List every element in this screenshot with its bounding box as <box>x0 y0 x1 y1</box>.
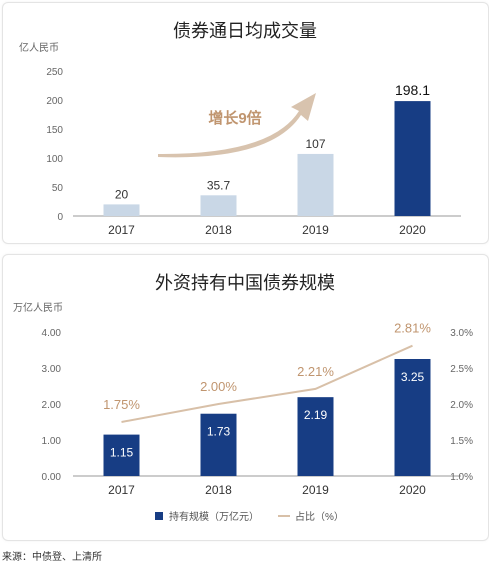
legend-label-share: 占比（%） <box>295 510 344 523</box>
chart-title: 外资持有中国债券规模 <box>155 273 335 293</box>
y-tick-label-right: 1.5% <box>450 436 473 447</box>
x-tick-label: 2017 <box>108 223 135 237</box>
growth-label: 增长9倍 <box>208 109 261 127</box>
bar-2017 <box>103 434 140 476</box>
y-axis-unit-label: 亿人民币 <box>19 41 59 54</box>
foreign-holdings-chart: 外资持有中国债券规模 万亿人民币 0.00 1.00 2.00 3.00 4.00 1.0… <box>13 273 474 523</box>
y-tick-label-left: 3.00 <box>42 364 62 375</box>
legend-swatch-holdings <box>155 512 163 520</box>
y-tick-label-right: 1.0% <box>450 472 473 483</box>
share-line <box>121 344 413 423</box>
y-tick-label-left: 4.00 <box>42 328 62 339</box>
y-tick-label: 250 <box>46 67 63 78</box>
bar-2020 <box>394 359 431 476</box>
x-tick-label: 2019 <box>302 483 329 497</box>
source-note: 来源：中债登、上清所 <box>2 552 102 563</box>
x-tick-label: 2020 <box>399 483 426 497</box>
y-tick-label-right: 3.0% <box>450 328 473 339</box>
bond-connect-volume-chart: 债券通日均成交量 亿人民币 0 50 100 150 200 250 20 2017 35.7 2… <box>19 21 461 237</box>
y-tick-label-left: 1.00 <box>42 436 62 447</box>
bar-value-label: 198.1 <box>395 82 430 98</box>
bar-2019 <box>297 153 334 216</box>
bar-value-label: 1.15 <box>110 446 134 460</box>
y-tick-label: 0 <box>57 212 63 223</box>
legend-label-holdings: 持有规模（万亿元） <box>169 510 259 523</box>
bar-value-label: 20 <box>115 187 129 201</box>
y-tick-label: 50 <box>52 183 64 194</box>
y-tick-label: 150 <box>46 125 63 136</box>
x-tick-label: 2020 <box>399 223 426 237</box>
plot-area: 0.00 1.00 2.00 3.00 4.00 1.0% 1.5% 2.0% 2.5% 3.0%… <box>42 321 474 523</box>
x-tick-label: 2018 <box>205 223 232 237</box>
share-value-label: 1.75% <box>103 397 140 412</box>
bar-2017 <box>103 204 140 216</box>
bar-value-label: 2.19 <box>304 408 328 422</box>
y-tick-label-left: 2.00 <box>42 400 62 411</box>
bar-2019 <box>297 397 334 476</box>
chart-title: 债券通日均成交量 <box>173 21 317 41</box>
x-tick-label: 2017 <box>108 483 135 497</box>
share-value-label: 2.00% <box>200 379 237 394</box>
y-tick-label-right: 2.0% <box>450 400 473 411</box>
chart-panel-bond-connect: 债券通日均成交量 亿人民币 0 50 100 150 200 250 20 2017 35.7 2… <box>2 2 489 244</box>
y-tick-label: 100 <box>46 154 63 165</box>
chart-panel-foreign-holdings: 外资持有中国债券规模 万亿人民币 0.00 1.00 2.00 3.00 4.00 1.0… <box>2 254 489 541</box>
bar-2018 <box>200 413 237 476</box>
x-tick-label: 2018 <box>205 483 232 497</box>
share-value-label: 2.81% <box>394 321 431 336</box>
bar-value-label: 107 <box>305 137 325 151</box>
bar-2020 <box>394 101 431 216</box>
y-tick-label: 200 <box>46 96 63 107</box>
bar-value-label: 1.73 <box>207 425 231 439</box>
plot-area: 0 50 100 150 200 250 20 2017 35.7 2018 107 2019 198.… <box>46 67 461 237</box>
y-tick-label-right: 2.5% <box>450 364 473 375</box>
bar-value-label: 35.7 <box>207 178 231 192</box>
bar-2018 <box>200 195 237 216</box>
bar-value-label: 3.25 <box>401 370 425 384</box>
share-value-label: 2.21% <box>297 364 334 379</box>
x-tick-label: 2019 <box>302 223 329 237</box>
left-axis-unit-label: 万亿人民币 <box>13 301 63 314</box>
y-tick-label-left: 0.00 <box>42 472 62 483</box>
